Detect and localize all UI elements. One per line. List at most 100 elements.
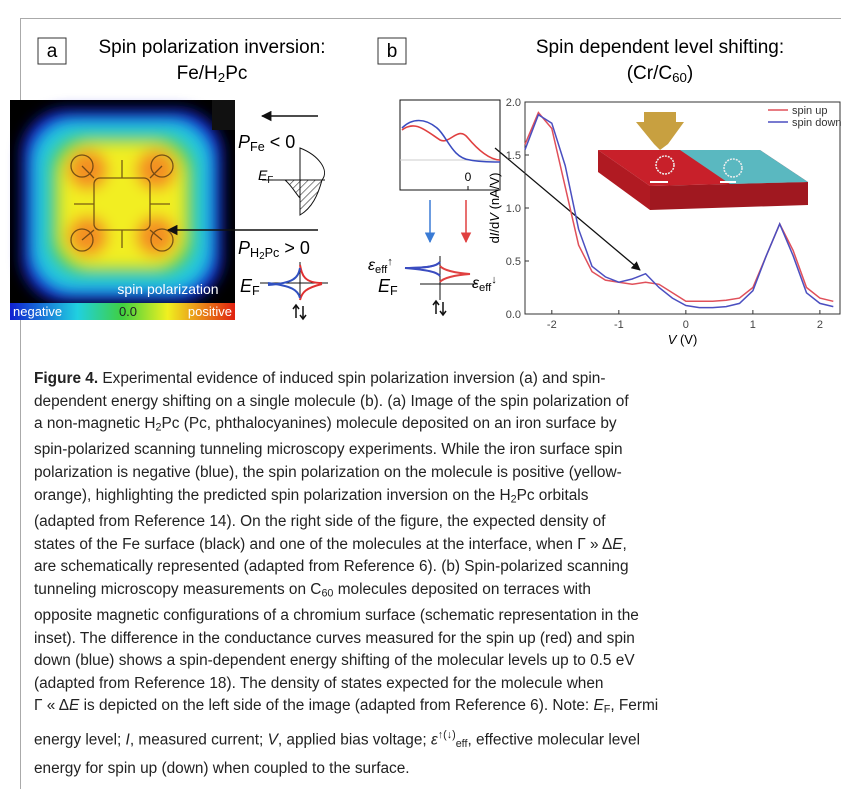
caption-text: Pc orbitals <box>517 487 589 504</box>
caption-text: , applied bias voltage; <box>278 731 431 748</box>
x-tick-label: -2 <box>547 319 557 331</box>
polarization-label: PFe < 0 <box>238 132 295 154</box>
caption-text: ε <box>431 731 438 748</box>
fermi-label: EF <box>240 276 260 298</box>
inset-plot <box>400 100 640 270</box>
text-run: Pc <box>225 63 247 84</box>
caption-text: , measured current; <box>130 731 268 748</box>
image-label: spin polarization <box>117 281 218 297</box>
caption-line: dependent energy shifting on a single mo… <box>34 391 834 414</box>
figure: a Spin polarization inversion: Fe/H2Pc s… <box>0 0 859 360</box>
text-run: Spin dependent level shifting: <box>536 37 784 58</box>
level-label: εeff↑ <box>368 256 393 276</box>
colorbar-label: 0.0 <box>119 304 137 319</box>
caption-text: E <box>69 697 79 714</box>
text-run: Fe <box>250 140 265 154</box>
text-run: 2 <box>218 70 225 85</box>
caption-line: energy level; I, measured current; V, ap… <box>34 722 834 758</box>
text-run: eff <box>375 264 388 276</box>
caption-text: (adapted from Reference 18). The density… <box>34 675 604 692</box>
x-axis-label: V (V) <box>668 332 698 347</box>
caption-line: are schematically represented (adapted f… <box>34 556 834 579</box>
dIdV-plot: 0.00.51.01.52.0-2-1012V (V)dI/dV (nA/V)s… <box>487 97 842 347</box>
caption-text: , <box>623 536 627 553</box>
caption-text: inset). The difference in the conductanc… <box>34 630 635 647</box>
text-run: P <box>238 238 250 258</box>
text-run: (V) <box>676 332 697 347</box>
caption-line: inset). The difference in the conductanc… <box>34 628 834 651</box>
text-run: d <box>487 236 502 243</box>
caption-text: polarization is negative (blue), the spi… <box>34 464 622 481</box>
caption-line: polarization is negative (blue), the spi… <box>34 462 834 485</box>
caption-line: (adapted from Reference 14). On the righ… <box>34 511 834 534</box>
panel-title: Fe/H2Pc <box>177 63 248 85</box>
caption-text: tunneling microscopy measurements on C <box>34 581 321 598</box>
caption-line: opposite magnetic configurations of a ch… <box>34 605 834 628</box>
caption-text: are schematically represented (adapted f… <box>34 558 629 575</box>
caption-line: spin-polarized scanning tunneling micros… <box>34 439 834 462</box>
stm-schematic <box>598 112 808 210</box>
caption-text: eff <box>456 738 468 750</box>
text-run: (nA/V) <box>487 173 502 213</box>
x-tick-label: 2 <box>817 319 823 331</box>
caption-text: dependent energy shifting on a single mo… <box>34 393 629 410</box>
caption-line: Γ « ΔE is depicted on the left side of t… <box>34 695 834 721</box>
caption-text: 60 <box>321 587 333 599</box>
caption-text: energy level; <box>34 731 126 748</box>
caption-text: opposite magnetic configurations of a ch… <box>34 607 639 624</box>
text-run: ) <box>687 63 693 84</box>
fermi-label: EF <box>258 167 273 186</box>
panel-title: Spin polarization inversion: <box>98 37 325 58</box>
level-label: εeff↓ <box>472 274 497 294</box>
y-tick-label: 2.0 <box>506 97 521 109</box>
legend-label: spin up <box>792 105 827 117</box>
text-run: (Cr/C <box>627 63 672 84</box>
text-run: Fe/H <box>177 63 218 84</box>
dos-schematic-b <box>405 256 478 315</box>
caption-line: states of the Fe surface (black) and one… <box>34 534 834 557</box>
caption-text: down (blue) shows a spin-dependent energ… <box>34 652 635 669</box>
panel-title: (Cr/C60) <box>627 63 694 85</box>
fermi-label: EF <box>378 276 398 298</box>
caption-line: tunneling microscopy measurements on C60… <box>34 579 834 605</box>
text-run: eff <box>479 282 492 294</box>
caption-line: orange), highlighting the predicted spin… <box>34 485 834 511</box>
text-run: P <box>238 132 250 152</box>
caption-text: E <box>593 697 603 714</box>
caption-text: E <box>612 536 622 553</box>
caption-text: ↑(↓) <box>438 729 456 741</box>
x-tick-label: 1 <box>750 319 756 331</box>
y-tick-label: 0.5 <box>506 256 521 268</box>
caption-text: (adapted from Reference 14). On the righ… <box>34 513 606 530</box>
caption-text: , effective molecular level <box>467 731 640 748</box>
text-run: /d <box>487 222 502 233</box>
caption-text: Pc (Pc, phthalocyanines) molecule deposi… <box>161 415 616 432</box>
caption-text: is depicted on the left side of the imag… <box>79 697 593 714</box>
caption-line: energy for spin up (down) when coupled t… <box>34 758 834 781</box>
caption-text: Experimental evidence of induced spin po… <box>98 370 605 387</box>
dos-schematic-molecule <box>260 262 328 319</box>
dos-schematic-fe <box>262 116 325 215</box>
caption-text: spin-polarized scanning tunneling micros… <box>34 441 623 458</box>
caption-text: orange), highlighting the predicted spin… <box>34 487 511 504</box>
caption-line: Figure 4. Experimental evidence of induc… <box>34 368 834 391</box>
panel-label: a <box>47 41 58 62</box>
y-tick-label: 1.0 <box>506 203 521 215</box>
text-run: H <box>250 246 259 260</box>
inset-tick-label: 0 <box>465 170 472 184</box>
text-run: < 0 <box>265 132 296 152</box>
text-run: ↑ <box>387 256 393 268</box>
caption-text: , Fermi <box>610 697 658 714</box>
caption-text: Figure 4. <box>34 370 98 387</box>
text-run: Spin polarization inversion: <box>98 37 325 58</box>
text-run: F <box>390 284 398 298</box>
panel-title: Spin dependent level shifting: <box>536 37 784 58</box>
text-run: ↓ <box>491 274 497 286</box>
text-run: F <box>252 284 260 298</box>
caption-line: a non-magnetic H2Pc (Pc, phthalocyanines… <box>34 413 834 439</box>
caption-text: V <box>268 731 278 748</box>
caption: Figure 4. Experimental evidence of induc… <box>34 368 834 780</box>
caption-text: states of the Fe surface (black) and one… <box>34 536 612 553</box>
caption-text: a non-magnetic H <box>34 415 155 432</box>
text-run: Pc <box>265 246 280 260</box>
